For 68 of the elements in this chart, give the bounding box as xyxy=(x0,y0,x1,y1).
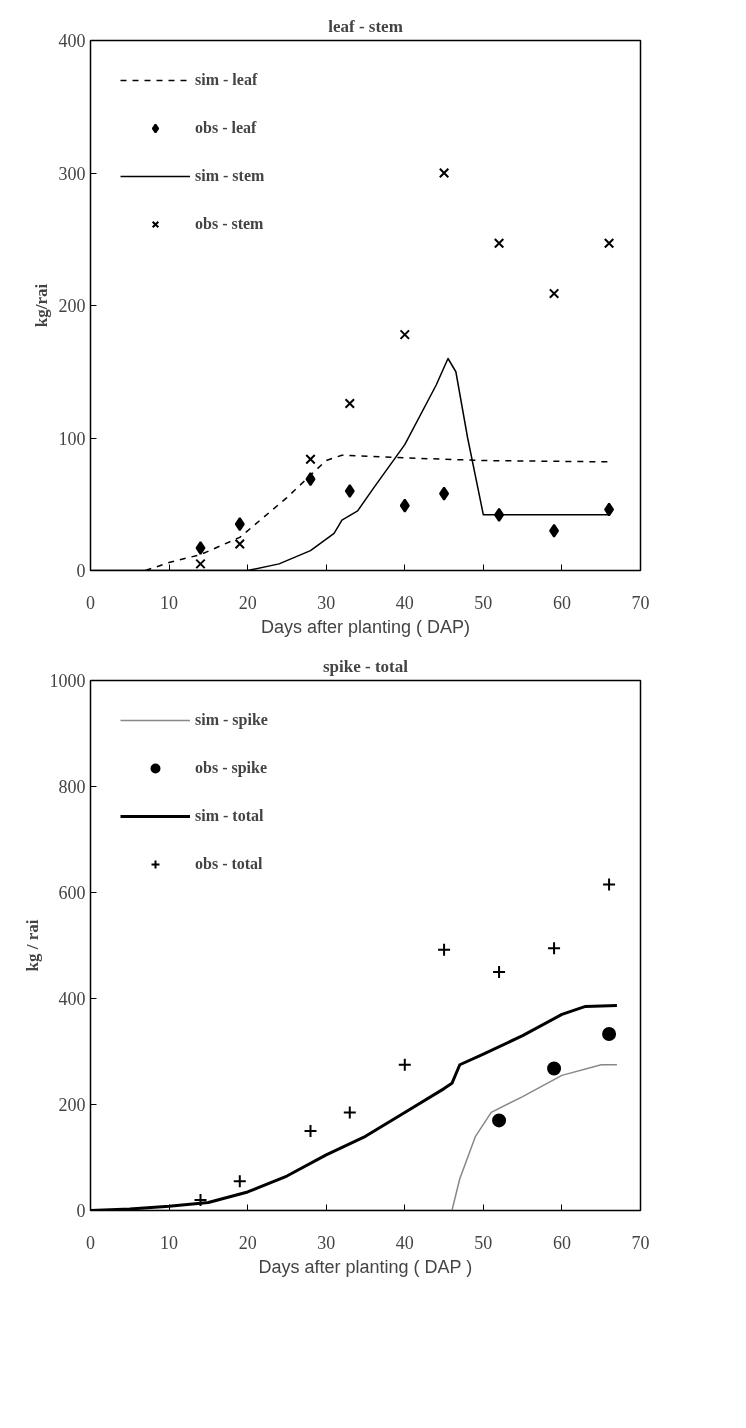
x-tick-label: 70 xyxy=(631,1232,650,1253)
x-tick-label: 70 xyxy=(631,592,650,613)
y-tick-label: 400 xyxy=(58,989,86,1009)
point xyxy=(547,941,562,956)
point xyxy=(234,538,246,550)
y-tick-label: 600 xyxy=(58,883,86,903)
point xyxy=(492,965,507,979)
legend-label: obs - spike xyxy=(195,759,268,777)
point xyxy=(234,517,245,532)
point xyxy=(603,237,615,249)
x-tick-label: 60 xyxy=(552,1232,571,1253)
x-tick-label: 20 xyxy=(238,1232,257,1253)
chart-title: leaf - stem xyxy=(328,16,403,36)
x-axis-title: Days after planting ( DAP ) xyxy=(258,1256,473,1277)
point xyxy=(344,484,355,498)
point xyxy=(602,1027,617,1041)
point xyxy=(195,540,206,555)
legend-label: obs - leaf xyxy=(195,119,257,137)
point xyxy=(397,1057,412,1072)
y-tick-label: 400 xyxy=(58,31,86,51)
point xyxy=(437,942,452,957)
legend-label: sim - spike xyxy=(195,711,268,729)
x-tick-label: 60 xyxy=(552,592,571,613)
chart-title: spike - total xyxy=(323,656,409,676)
point xyxy=(232,1174,247,1189)
point xyxy=(305,453,316,465)
x-tick-label: 30 xyxy=(317,1232,336,1253)
y-tick-label: 0 xyxy=(76,561,86,581)
legend-label: sim - leaf xyxy=(195,71,258,89)
legend-label: obs - stem xyxy=(195,215,264,233)
point xyxy=(342,1105,357,1120)
legend-label: sim - total xyxy=(195,807,264,825)
point xyxy=(493,237,505,249)
point xyxy=(193,1192,208,1207)
x-tick-label: 50 xyxy=(474,1232,493,1253)
point xyxy=(439,486,450,501)
legend-label: sim - stem xyxy=(195,167,265,185)
legend-label: obs - total xyxy=(195,855,263,873)
point xyxy=(549,523,560,538)
point xyxy=(303,1124,318,1138)
y-axis-title: kg/rai xyxy=(31,283,51,328)
point xyxy=(604,502,615,517)
y-tick-label: 100 xyxy=(58,428,86,449)
point xyxy=(399,498,410,513)
point xyxy=(399,329,411,340)
y-tick-label: 200 xyxy=(58,296,86,316)
x-tick-label: 20 xyxy=(238,592,257,613)
point xyxy=(602,877,617,892)
point xyxy=(548,288,560,299)
y-tick-label: 800 xyxy=(58,777,86,797)
point xyxy=(195,558,206,570)
point xyxy=(492,1113,507,1128)
y-tick-label: 200 xyxy=(58,1095,86,1115)
point xyxy=(438,167,450,179)
x-axis-title: Days after planting ( DAP) xyxy=(260,616,471,637)
x-tick-label: 40 xyxy=(395,1232,414,1253)
x-tick-label: 10 xyxy=(160,1232,179,1253)
point xyxy=(547,1061,562,1076)
point xyxy=(305,472,316,487)
y-tick-label: 0 xyxy=(76,1201,86,1221)
y-tick-label: 300 xyxy=(58,163,86,184)
x-tick-label: 50 xyxy=(474,592,493,613)
y-axis-title: kg / rai xyxy=(22,919,42,972)
x-tick-label: 30 xyxy=(317,592,336,613)
x-tick-label: 40 xyxy=(395,592,414,613)
point xyxy=(344,398,356,409)
x-tick-label: 10 xyxy=(160,592,179,613)
y-tick-label: 1000 xyxy=(49,671,86,691)
